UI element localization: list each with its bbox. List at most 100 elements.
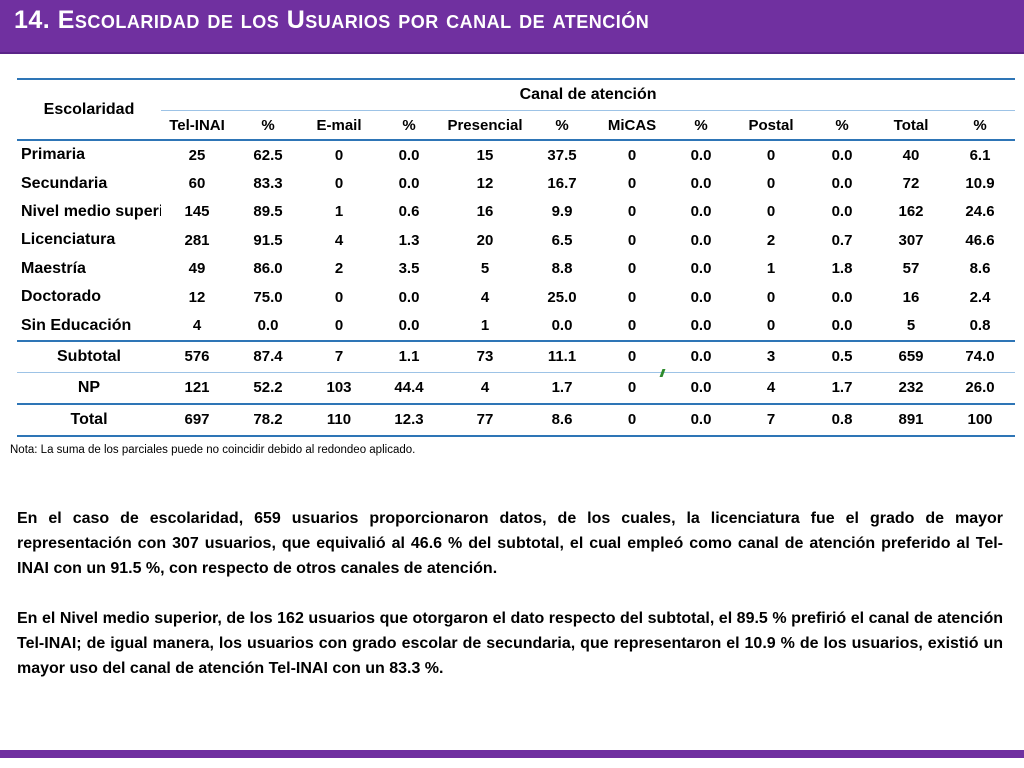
column-header: % <box>973 116 987 134</box>
column-header-row: Tel-INAI % E-mail % Presencial % MiCAS %… <box>17 111 1016 140</box>
column-header: % <box>555 116 569 134</box>
table-cell: 0 <box>334 288 344 306</box>
table-cell: 0.0 <box>551 317 573 335</box>
table-cell: 0.0 <box>690 260 712 278</box>
table-cell: 0.0 <box>831 175 853 193</box>
escolaridad-table-container: Escolaridad Canal de atención Tel-INAI %… <box>17 78 1016 436</box>
table-cell: 103 <box>326 379 352 397</box>
table-cell: 72 <box>902 175 920 193</box>
row-label: Doctorado <box>21 288 101 306</box>
column-header: Total <box>893 116 929 134</box>
table-cell: 73 <box>476 348 494 366</box>
table-row: Subtotal 576 87.4 7 1.1 73 11.1 0 0.0 3 0.5 659 74.0 <box>17 341 1016 373</box>
table-cell: 16.7 <box>547 175 577 193</box>
title-bar: 14. Escolaridad de los Usuarios por cana… <box>0 0 1024 54</box>
table-cell: 44.4 <box>394 379 424 397</box>
paragraph-nivel-medio: En el Nivel medio superior, de los 162 u… <box>17 610 1003 677</box>
table-cell: 891 <box>898 411 924 429</box>
table-cell: 0.0 <box>690 288 712 306</box>
table-cell: 4 <box>480 288 490 306</box>
table-cell: 0 <box>766 317 776 335</box>
table-cell: 110 <box>326 411 352 429</box>
table-cell: 281 <box>184 231 210 249</box>
table-cell: 0.7 <box>831 231 853 249</box>
table-cell: 57 <box>902 260 920 278</box>
table-cell: 0.8 <box>969 317 991 335</box>
table-cell: 74.0 <box>965 348 995 366</box>
column-header: % <box>835 116 849 134</box>
table-body: Primaria 25 62.5 0 0.0 15 37.5 0 0.0 0 0.0 40 6.1 Sec… <box>17 140 1016 436</box>
table-cell: 1 <box>334 203 344 221</box>
column-header: % <box>261 116 275 134</box>
table-row: Sin Educación 4 0.0 0 0.0 1 0.0 0 0.0 0 0.0 5 0.8 <box>17 311 1016 341</box>
table-cell: 25 <box>188 146 206 164</box>
table-cell: 16 <box>902 288 920 306</box>
row-label: NP <box>77 378 101 396</box>
table-cell: 3 <box>766 348 776 366</box>
table-row: Nivel medio superior 145 89.5 1 0.6 16 9.9 0 0.0… <box>17 198 1015 226</box>
table-cell: 87.4 <box>253 348 283 366</box>
table-cell: 86.0 <box>253 260 283 278</box>
table-cell: 0.0 <box>398 317 420 335</box>
table-row: Doctorado 12 75.0 0 0.0 4 25.0 0 0.0 0 0.0 16 2.4 <box>17 283 1015 311</box>
table-cell: 26.0 <box>965 379 995 397</box>
table-row: Primaria 25 62.5 0 0.0 15 37.5 0 0.0 0 0.0 40 6.1 <box>17 140 1015 169</box>
table-cell: 0.0 <box>831 203 853 221</box>
table-cell: 697 <box>184 411 210 429</box>
table-cell: 20 <box>476 231 494 249</box>
table-cell: 49 <box>188 260 206 278</box>
table-cell: 0.0 <box>690 411 712 429</box>
table-row: Total 697 78.2 110 12.3 77 8.6 0 0.0 7 0.8 891 100 <box>17 404 1016 436</box>
table-cell: 24.6 <box>965 203 995 221</box>
table-cell: 145 <box>184 203 210 221</box>
table-cell: 0.0 <box>398 146 420 164</box>
column-header: MiCAS <box>607 116 657 134</box>
table-cell: 0.0 <box>690 175 712 193</box>
table-cell: 0.0 <box>398 288 420 306</box>
table-cell: 0.8 <box>831 411 853 429</box>
table-cell: 89.5 <box>253 203 283 221</box>
table-cell: 40 <box>902 146 920 164</box>
table-cell: 12.3 <box>394 411 424 429</box>
row-label: Total <box>70 410 108 428</box>
table-cell: 0 <box>627 317 637 335</box>
table-cell: 121 <box>184 379 210 397</box>
row-label: Primaria <box>21 146 86 164</box>
table-cell: 232 <box>898 379 924 397</box>
table-cell: 3.5 <box>398 260 420 278</box>
table-cell: 2.4 <box>969 288 991 306</box>
table-row: Licenciatura 281 91.5 4 1.3 20 6.5 0 0.0 2 0.7 307 4… <box>17 226 1015 254</box>
table-cell: 0 <box>334 317 344 335</box>
table-cell: 0.0 <box>398 175 420 193</box>
table-cell: 4 <box>480 379 490 397</box>
table-cell: 1.3 <box>398 231 420 249</box>
footnote: Nota: La suma de los parciales puede no … <box>10 444 416 456</box>
table-cell: 60 <box>188 175 206 193</box>
table-cell: 25.0 <box>547 288 577 306</box>
table-cell: 7 <box>766 411 776 429</box>
table-cell: 0 <box>334 175 344 193</box>
table-row: NP 121 52.2 103 44.4 4 1.7 0 0.0 4 1.7 232 26.0 <box>17 372 1016 404</box>
table-cell: 91.5 <box>253 231 283 249</box>
table-cell: 8.6 <box>551 411 573 429</box>
table-row: Secundaria 60 83.3 0 0.0 12 16.7 0 0.0 0 0.0 72 10.9 <box>17 169 1015 197</box>
table-cell: 0.0 <box>690 348 712 366</box>
column-header: Tel-INAI <box>169 116 225 134</box>
table-cell: 4 <box>192 317 202 335</box>
table-cell: 162 <box>898 203 924 221</box>
table-cell: 16 <box>476 203 494 221</box>
table-cell: 5 <box>906 317 916 335</box>
table-cell: 1 <box>766 260 776 278</box>
table-cell: 12 <box>476 175 494 193</box>
table-cell: 0.0 <box>690 379 712 397</box>
table-cell: 100 <box>967 411 993 429</box>
table-cell: 659 <box>898 348 924 366</box>
table-cell: 46.6 <box>965 231 995 249</box>
table-cell: 0 <box>766 203 776 221</box>
table-cell: 11.1 <box>547 348 577 366</box>
table-cell: 8.6 <box>969 260 991 278</box>
table-cell: 0 <box>766 146 776 164</box>
table-cell: 0 <box>627 203 637 221</box>
table-cell: 0 <box>627 288 637 306</box>
table-cell: 6.1 <box>969 146 991 164</box>
